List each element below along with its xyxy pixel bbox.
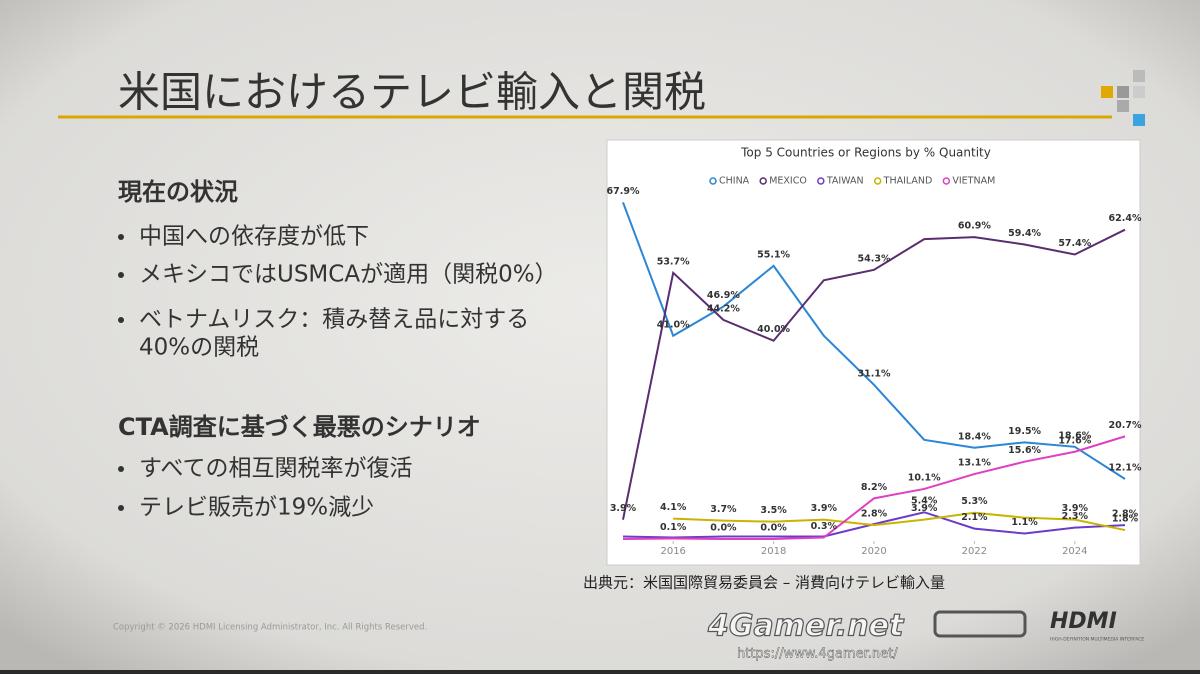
data-label: 3.9% [811, 503, 838, 514]
bullet-text: テレビ販売が19%減少 [139, 495, 374, 521]
copyright: Copyright © 2026 HDMI Licensing Administ… [113, 623, 427, 633]
bullet-dot [118, 317, 124, 323]
source: 出典元：米国国際貿易委員会 – 消費向けテレビ輸入量 [583, 574, 945, 592]
bullet-text: 中国への依存度が低下 [139, 224, 369, 250]
legend-marker [817, 177, 825, 185]
bullet-dot [118, 466, 124, 472]
data-label: 0.0% [710, 523, 737, 534]
data-label: 3.9% [911, 503, 938, 514]
data-label: 5.3% [961, 496, 988, 507]
data-label: 4.1% [660, 502, 687, 513]
data-label: 60.9% [958, 221, 991, 232]
data-label: 3.7% [710, 504, 737, 515]
data-label: 19.5% [1008, 426, 1041, 437]
x-tick-label: 2022 [962, 546, 987, 557]
slide-title: 米国におけるテレビ輸入と関税 [118, 68, 706, 117]
section-heading: 現在の状況 [118, 178, 238, 206]
series-line [673, 511, 1126, 532]
bullet-dot [118, 272, 124, 278]
data-label: 18.4% [958, 431, 991, 442]
bullet-text: ベトナムリスク：積み替え品に対する [139, 307, 529, 333]
data-label: 46.9% [707, 290, 740, 301]
x-tick-label: 2016 [660, 546, 685, 557]
data-label: 2.3% [1062, 511, 1089, 522]
data-label: 67.9% [607, 186, 640, 197]
bullet-text: メキシコではUSMCAが適用（関税0%） [139, 262, 558, 288]
data-label: 53.7% [657, 256, 690, 267]
series-line [622, 435, 1126, 540]
bullet-dot [118, 234, 124, 240]
data-label: 2.1% [961, 512, 988, 523]
x-tick-label: 2024 [1062, 546, 1087, 557]
chart-frame [606, 139, 1141, 566]
legend-label: VIETNAM [952, 176, 995, 187]
chart-title: Top 5 Countries or Regions by % Quantity [740, 146, 991, 160]
data-label: 17.6% [1058, 435, 1091, 446]
section-heading: CTA調査に基づく最悪のシナリオ [118, 413, 481, 441]
bullet-text: すべての相互関税率が復活 [139, 456, 412, 482]
legend-marker [942, 177, 951, 185]
data-label: 54.3% [858, 253, 891, 264]
data-label: 3.9% [1062, 503, 1089, 514]
data-label: 18.6% [1058, 430, 1091, 441]
legend-label: TAIWAN [826, 176, 864, 187]
legend-label: THAILAND [883, 176, 933, 187]
data-label: 20.7% [1109, 420, 1142, 431]
watermark: 4Gamer.net [707, 609, 905, 644]
data-label: 8.2% [861, 482, 888, 493]
data-label: 3.5% [760, 505, 787, 516]
data-label: 12.1% [1109, 463, 1142, 474]
watermark-url: https://www.4gamer.net/ [737, 647, 898, 662]
series-line [622, 202, 1126, 480]
data-label: 15.6% [1008, 445, 1041, 456]
decor-squares [1101, 70, 1145, 126]
data-label: 1.1% [1011, 517, 1038, 528]
bullet-text: 40%の関税 [139, 335, 259, 361]
data-label: 0.0% [760, 523, 787, 534]
hdmi-port [933, 610, 1027, 638]
data-label: 41.0% [657, 319, 690, 330]
data-label: 0.3% [811, 521, 838, 532]
hdmi-logo-sub: HIGH-DEFINITION MULTIMEDIA INTERFACE [1050, 637, 1144, 643]
legend-marker [873, 177, 882, 185]
data-label: 57.4% [1058, 238, 1091, 249]
data-label: 10.1% [908, 472, 941, 483]
data-label: 1.8% [1112, 514, 1139, 525]
hdmi-logo: HDMI [1050, 609, 1117, 634]
data-label: 2.8% [1112, 509, 1139, 520]
legend-label: MEXICO [769, 176, 807, 187]
data-label: 62.4% [1109, 213, 1142, 224]
legend-label: CHINA [719, 176, 750, 187]
data-label: 44.2% [707, 303, 740, 314]
data-label: 3.9% [610, 503, 637, 514]
x-tick-label: 2018 [761, 546, 786, 557]
legend-marker [759, 177, 767, 185]
data-label: 40.0% [757, 324, 790, 335]
legend-marker [709, 177, 717, 185]
data-label: 5.4% [911, 496, 938, 507]
data-label: 31.1% [858, 368, 891, 379]
data-label: 0.1% [660, 522, 687, 533]
data-label: 2.8% [861, 509, 888, 520]
x-tick-label: 2020 [861, 546, 886, 557]
bullet-dot [118, 505, 124, 511]
data-label: 59.4% [1008, 228, 1041, 239]
data-label: 55.1% [757, 249, 790, 260]
series-line [622, 228, 1126, 520]
data-label: 13.1% [958, 458, 991, 469]
